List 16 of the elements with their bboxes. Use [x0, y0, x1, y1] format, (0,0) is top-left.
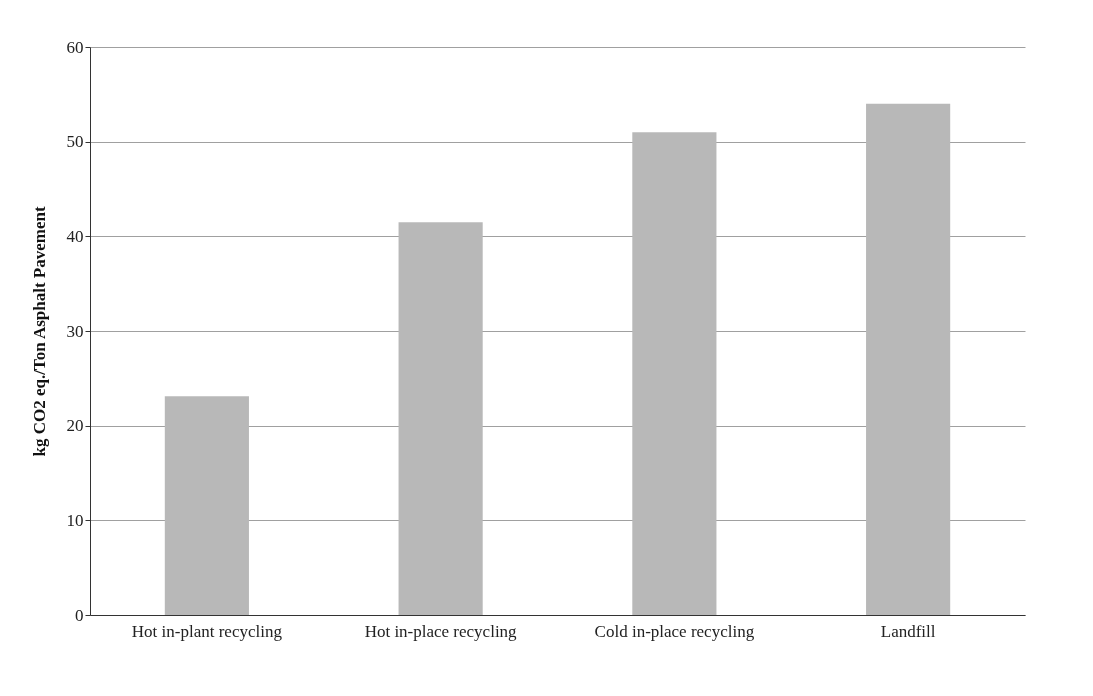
bar [164, 396, 249, 615]
y-tick-label: 60 [66, 37, 84, 57]
x-tick-label: Hot in-plant recycling [131, 621, 283, 641]
y-tick-label: 20 [66, 416, 84, 436]
x-tick-label: Landfill [880, 621, 936, 641]
bar [866, 103, 951, 615]
x-tick-label: Cold in-place recycling [594, 621, 755, 641]
y-tick-label: 0 [75, 605, 84, 625]
y-tick-label: 10 [66, 510, 84, 530]
bar [398, 222, 483, 615]
x-tick-label: Hot in-place recycling [364, 621, 518, 641]
y-tick-label: 50 [66, 132, 84, 152]
bar [632, 132, 717, 615]
y-tick-label: 30 [66, 321, 84, 341]
y-tick-label: 40 [66, 226, 84, 246]
y-axis-title: kg CO2 eq./Ton Asphalt Pavement [29, 206, 49, 457]
